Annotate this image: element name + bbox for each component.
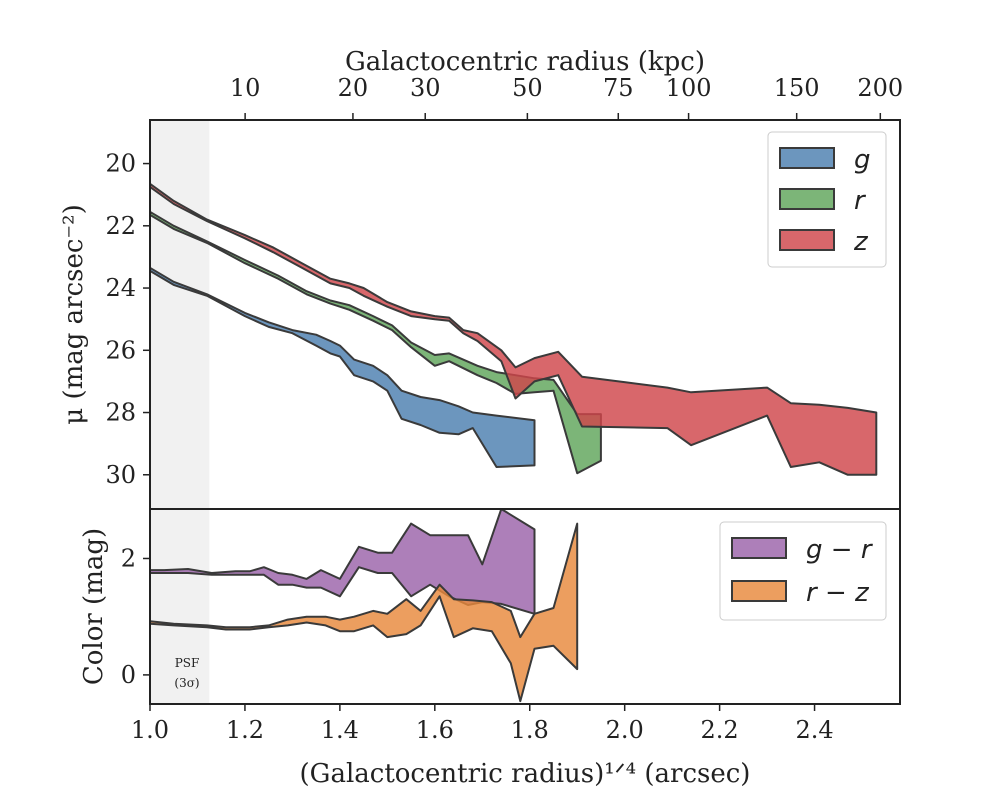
top-kpc-tick-label-7: 200 [857,74,903,102]
top-kpc-tick-label-5: 100 [666,74,712,102]
xtick-label-2: 1.4 [321,716,359,744]
top-legend-swatch-1 [779,188,835,210]
bottom-legend-label-1: r − z [806,578,870,608]
top-kpc-tick-label-6: 150 [774,74,820,102]
top-kpc-tick-label-1: 20 [338,74,369,102]
top-axis-label: Galactocentric radius (kpc) [345,47,705,77]
top-ytick-label-4: 28 [105,399,136,427]
top-ytick-label-5: 30 [105,461,136,489]
bottom-legend-swatch-0 [731,537,787,559]
bottom-ytick-label-0: 0 [121,661,136,689]
xtick-label-0: 1.0 [131,716,169,744]
psf-annotation-line2: (3σ) [174,676,199,690]
xtick-label-6: 2.2 [701,716,739,744]
xtick-label-1: 1.2 [226,716,264,744]
top-legend-label-1: r [854,186,867,216]
xtick-label-5: 2.0 [606,716,644,744]
top-ytick-label-2: 24 [105,274,136,302]
series-band-top-1 [149,210,602,475]
color-panel: 0 2 1.0 1.2 1.4 1.6 1.8 2.0 2.2 2.4 Color (mag) (Ga… [79,508,901,789]
top-kpc-tick-label-2: 30 [410,74,441,102]
psf-annotation-line1: PSF [175,656,200,670]
xtick-label-7: 2.4 [795,716,833,744]
series-band-bottom-1 [149,522,579,703]
top-legend-label-0: g [854,145,871,175]
bottom-legend-label-0: g − r [806,535,874,565]
bottom-y-axis-label: Color (mag) [79,528,109,685]
top-kpc-tick-label-0: 10 [230,74,261,102]
bottom-legend-swatch-1 [731,580,787,602]
bottom-panel-frame [149,508,901,705]
bottom-x-axis-label: (Galactocentric radius)¹ᐟ⁴ (arcsec) [300,759,751,789]
top-legend-label-2: z [853,227,869,257]
xtick-label-4: 1.8 [511,716,549,744]
series-band-top-0 [149,266,536,468]
xtick-label-3: 1.6 [416,716,454,744]
top-kpc-tick-label-3: 50 [512,74,543,102]
series-band-top-2 [149,182,878,476]
top-ytick-label-0: 20 [105,150,136,178]
top-ytick-label-3: 26 [105,336,136,364]
top-ytick-label-1: 22 [105,212,136,240]
top-legend-swatch-0 [779,147,835,169]
top-y-axis-label: μ (mag arcsec⁻²) [59,204,89,424]
top-kpc-tick-label-4: 75 [603,74,634,102]
top-legend-swatch-2 [779,229,835,251]
bottom-ytick-label-1: 2 [121,544,136,572]
